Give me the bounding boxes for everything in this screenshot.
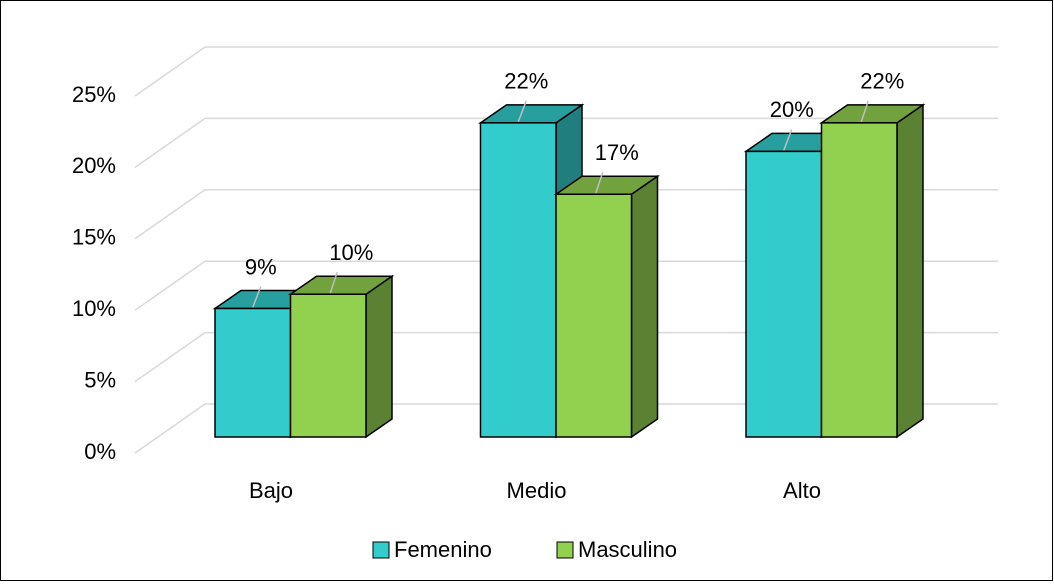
grid-line xyxy=(134,403,998,454)
label-leader xyxy=(329,271,338,294)
bar xyxy=(289,293,367,438)
grid-line xyxy=(134,260,998,311)
legend-swatch xyxy=(372,541,390,559)
y-tick-label: 25% xyxy=(72,82,116,107)
grid-line xyxy=(134,46,998,97)
grid-line xyxy=(134,331,998,383)
bar-side xyxy=(365,274,393,439)
grid-line xyxy=(134,189,998,240)
label-leader xyxy=(783,129,793,151)
y-tick-label: 5% xyxy=(84,367,116,392)
legend-label: Masculino xyxy=(578,537,677,562)
legend-label: Femenino xyxy=(394,537,492,562)
bar xyxy=(745,150,823,438)
data-label: 20% xyxy=(770,97,814,122)
label-leader xyxy=(860,100,869,123)
label-leader xyxy=(252,286,262,308)
y-tick-label: 0% xyxy=(84,439,116,464)
y-tick-label: 15% xyxy=(72,225,116,250)
label-leader xyxy=(595,172,604,194)
grid-line xyxy=(134,117,998,169)
label-leader xyxy=(517,100,527,123)
x-tick-label: Medio xyxy=(507,478,567,503)
y-tick-label: 10% xyxy=(72,296,116,321)
legend-swatch xyxy=(556,541,574,559)
bar xyxy=(214,307,292,438)
data-label: 9% xyxy=(245,254,277,279)
data-label: 22% xyxy=(860,69,904,94)
data-label: 10% xyxy=(329,240,373,265)
x-tick-label: Bajo xyxy=(249,478,293,503)
bar xyxy=(820,122,898,438)
x-tick-label: Alto xyxy=(783,478,821,503)
data-label: 22% xyxy=(504,69,548,94)
bar xyxy=(555,193,633,438)
bar xyxy=(479,122,557,438)
bar-side xyxy=(630,174,659,439)
y-tick-label: 20% xyxy=(72,153,116,178)
data-label: 17% xyxy=(595,140,639,165)
bar-side xyxy=(896,103,924,439)
